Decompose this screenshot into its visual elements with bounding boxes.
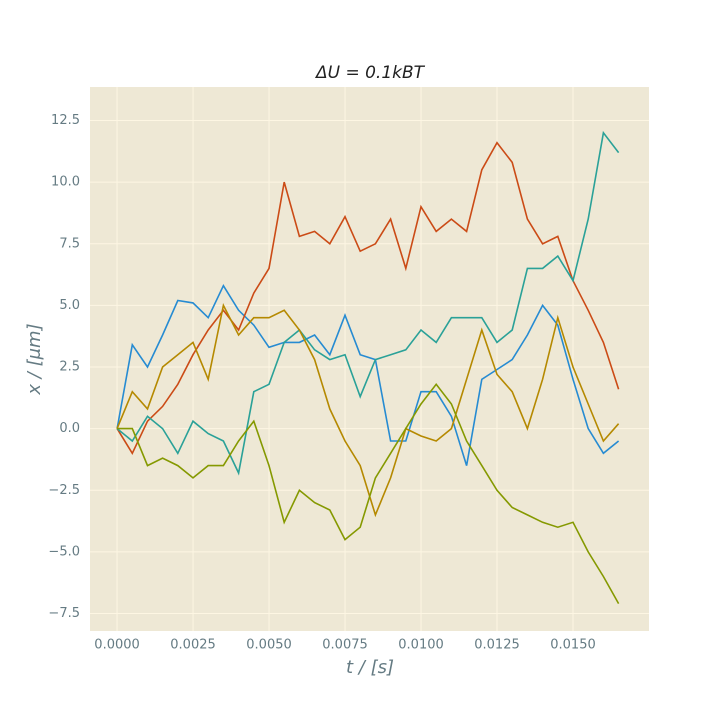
y-tick-label: 5.0 [59, 298, 80, 313]
line [116, 303, 620, 518]
x-tick-label: 0.0050 [246, 638, 292, 653]
line [116, 284, 620, 466]
y-tick-label: 10.0 [51, 175, 80, 190]
y-tick-label: −2.5 [48, 483, 80, 498]
plot-area [90, 87, 649, 631]
y-tick-label: 2.5 [59, 360, 80, 375]
x-tick-label: 0.0100 [398, 638, 444, 653]
y-axis-label: x / [μm] [24, 323, 45, 395]
y-tick-label: −7.5 [48, 606, 80, 621]
chart-title: ΔU = 0.1kBT [314, 63, 426, 83]
x-tick-label: 0.0075 [322, 638, 368, 653]
y-tick-label: 0.0 [59, 421, 80, 436]
x-tick-label: 0.0125 [474, 638, 520, 653]
x-axis-label: t / [s] [346, 657, 394, 678]
y-tick-label: 12.5 [51, 113, 80, 128]
y-tick-label: 7.5 [59, 236, 80, 251]
x-tick-label: 0.0000 [94, 638, 140, 653]
y-tick-label: −5.0 [48, 544, 80, 559]
x-tick-label: 0.0150 [550, 638, 596, 653]
x-tick-label: 0.0025 [170, 638, 216, 653]
line [117, 382, 620, 604]
line [116, 130, 620, 476]
line [116, 141, 620, 455]
